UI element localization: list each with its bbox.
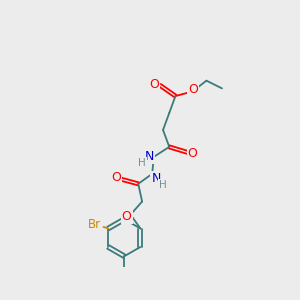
Text: N: N (144, 150, 154, 163)
Text: O: O (122, 210, 132, 223)
Text: O: O (150, 78, 160, 91)
Text: H: H (159, 180, 167, 190)
Text: N: N (152, 172, 161, 185)
Text: O: O (188, 82, 198, 96)
Text: Br: Br (88, 218, 101, 231)
Text: O: O (188, 146, 197, 160)
Text: H: H (138, 158, 146, 168)
Text: O: O (111, 171, 121, 184)
